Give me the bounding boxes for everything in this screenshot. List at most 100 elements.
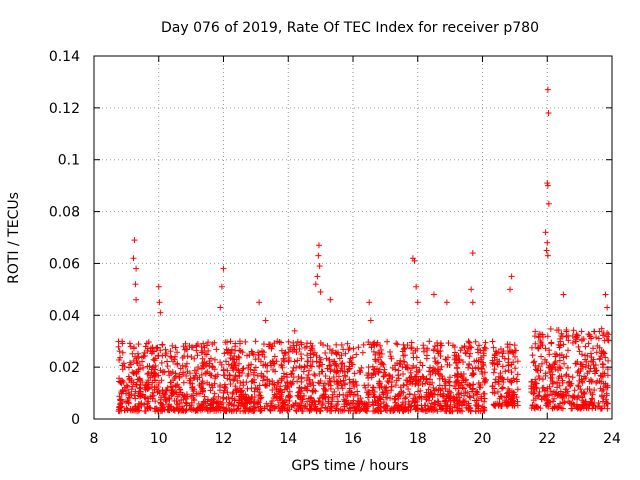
data-point	[174, 381, 181, 388]
data-point	[370, 384, 377, 391]
data-point	[381, 384, 388, 391]
data-point	[446, 361, 453, 368]
x-tick-label: 22	[538, 431, 556, 447]
data-point	[419, 373, 426, 380]
data-point	[384, 338, 391, 345]
data-point	[430, 384, 437, 391]
data-point	[346, 359, 353, 366]
data-point	[216, 403, 223, 410]
data-point	[602, 380, 609, 387]
data-point	[387, 353, 394, 360]
data-point	[365, 370, 372, 377]
data-point	[346, 376, 353, 383]
data-point	[280, 370, 287, 377]
data-point	[159, 341, 166, 348]
data-point	[359, 349, 366, 356]
data-point	[406, 390, 413, 397]
data-point	[202, 370, 209, 377]
data-point	[549, 380, 556, 387]
data-point	[340, 392, 347, 399]
data-point	[313, 358, 320, 365]
data-point	[431, 343, 438, 350]
data-point	[191, 386, 198, 393]
data-point	[408, 374, 415, 381]
data-point	[578, 405, 585, 412]
data-point	[254, 384, 261, 391]
data-point	[371, 407, 378, 414]
data-point	[445, 340, 452, 347]
data-point	[242, 338, 249, 345]
data-point	[534, 367, 541, 374]
data-point	[434, 398, 441, 405]
data-point	[160, 390, 167, 397]
data-point	[116, 375, 123, 382]
data-point	[528, 344, 535, 351]
data-point	[380, 389, 387, 396]
data-point	[325, 394, 332, 401]
data-point	[451, 404, 458, 411]
data-point	[293, 364, 300, 371]
data-point	[447, 394, 454, 401]
data-point	[490, 369, 497, 376]
data-point	[397, 384, 404, 391]
data-point	[343, 400, 350, 407]
data-point	[600, 361, 607, 368]
data-point	[157, 396, 164, 403]
data-point	[341, 381, 348, 388]
data-point	[514, 398, 521, 405]
data-point	[429, 394, 436, 401]
data-point	[481, 379, 488, 386]
data-point	[202, 351, 209, 358]
data-points	[115, 86, 612, 415]
data-point	[115, 343, 122, 350]
data-point	[307, 362, 314, 369]
data-point	[116, 406, 123, 413]
data-point	[469, 370, 476, 377]
data-point	[392, 382, 399, 389]
data-point	[141, 408, 148, 415]
data-point	[542, 370, 549, 377]
data-point	[350, 345, 357, 352]
data-point	[538, 353, 545, 360]
data-point	[354, 388, 361, 395]
data-point	[370, 348, 377, 355]
data-point	[405, 398, 412, 405]
data-point	[124, 398, 131, 405]
data-point	[205, 339, 212, 346]
data-point	[333, 368, 340, 375]
data-point	[557, 342, 564, 349]
y-tick-label: 0.06	[49, 256, 80, 272]
data-point	[183, 395, 190, 402]
data-point	[454, 391, 461, 398]
data-point	[327, 385, 334, 392]
data-point	[421, 402, 428, 409]
data-point	[251, 376, 258, 383]
data-point	[273, 385, 280, 392]
data-point	[191, 367, 198, 374]
data-point	[232, 372, 239, 379]
data-point	[499, 363, 506, 370]
data-point	[439, 405, 446, 412]
data-point	[394, 406, 401, 413]
data-point	[315, 398, 322, 405]
data-point	[155, 408, 162, 415]
data-point	[155, 352, 162, 359]
data-point	[590, 356, 597, 363]
data-point	[298, 375, 305, 382]
data-point	[557, 365, 564, 372]
data-point	[186, 342, 193, 349]
data-point	[475, 379, 482, 386]
data-point	[271, 381, 278, 388]
data-point	[262, 361, 269, 368]
data-point	[502, 368, 509, 375]
data-point	[176, 400, 183, 407]
data-point	[335, 398, 342, 405]
data-point	[430, 347, 437, 354]
data-point	[271, 353, 278, 360]
data-point	[387, 407, 394, 414]
data-point	[563, 326, 570, 333]
data-point	[322, 373, 329, 380]
data-point	[603, 399, 610, 406]
y-tick-label: 0.14	[49, 49, 80, 65]
data-point	[472, 402, 479, 409]
